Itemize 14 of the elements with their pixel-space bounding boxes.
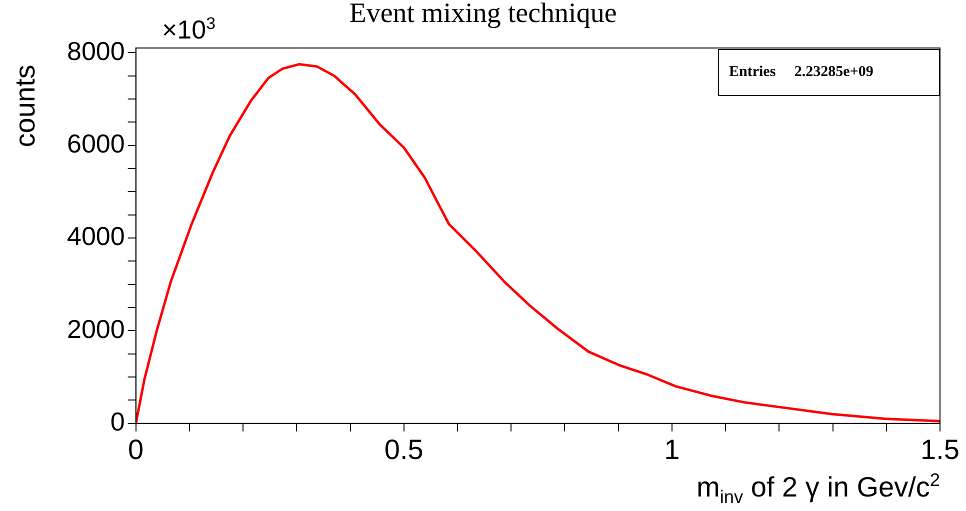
y-tick-label: 2000 bbox=[66, 314, 125, 344]
y-tick-label: 8000 bbox=[66, 36, 125, 66]
x-axis-title: m$_{inv}$ of 2 γ in Gev/c$^{2}$ bbox=[696, 470, 940, 508]
y-tick-label: 4000 bbox=[66, 221, 125, 252]
x-tick-label: 1 bbox=[664, 434, 680, 465]
chart-title: Event mixing technique bbox=[349, 0, 617, 29]
y-tick-label: 6000 bbox=[66, 128, 125, 158]
y-tick-label: 0 bbox=[110, 406, 125, 437]
text: ×10$^{3}$ bbox=[162, 14, 216, 46]
x-tick-label: 0.5 bbox=[384, 434, 424, 465]
annotation: Entries 2.23285e+09 bbox=[718, 49, 940, 96]
x-tick-label: 0 bbox=[128, 434, 144, 465]
x-tick-label: 1.5 bbox=[920, 434, 960, 465]
y-axis-title: counts bbox=[9, 64, 42, 148]
